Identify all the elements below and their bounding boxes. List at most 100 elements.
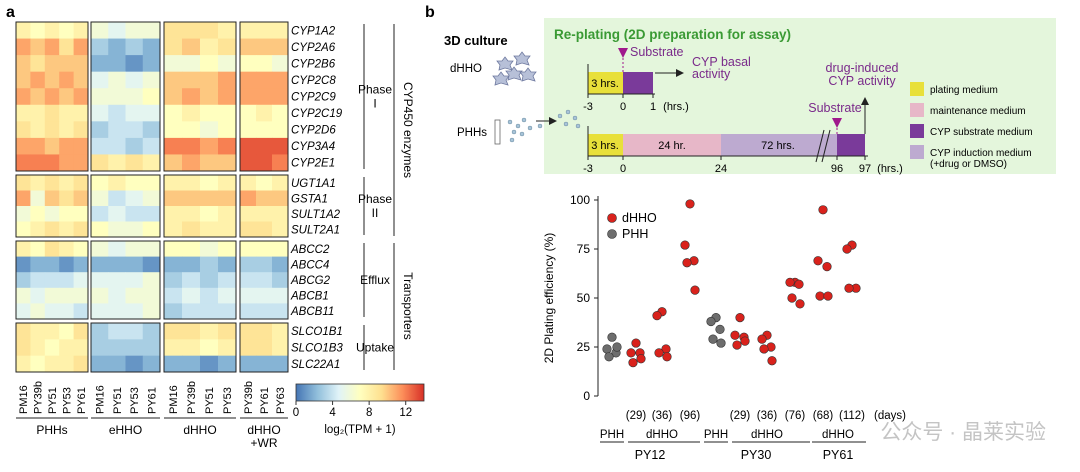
- heatmap-cell: [164, 303, 183, 320]
- heatmap-column-labels: PM16 PY39b PY51 PY53 PY61 PM16 PY51 PY53 PY61 PM1…: [18, 381, 287, 414]
- heatmap-cell: [256, 323, 273, 340]
- gene-label: CYP2D6: [291, 125, 336, 137]
- heatmap-cell: [73, 71, 89, 89]
- heatmap-cell: [272, 154, 289, 172]
- heatmap-cell: [272, 303, 289, 320]
- heatmap-cell: [142, 241, 161, 257]
- heatmap-cell: [73, 221, 89, 238]
- heatmap-cell: [16, 355, 31, 373]
- heatmap-cell: [240, 137, 257, 155]
- heatmap-cell: [218, 190, 237, 207]
- heatmap-cell: [142, 190, 161, 207]
- heatmap-cell: [200, 241, 219, 257]
- heatmap-cell: [256, 287, 273, 304]
- y-tick-label: 0: [583, 389, 590, 403]
- heatmap-cell: [91, 287, 109, 304]
- heatmap-cell: [240, 104, 257, 122]
- heatmap-cell: [91, 55, 109, 73]
- panel-a-label: a: [6, 4, 15, 21]
- heatmap-cell: [44, 55, 60, 73]
- heatmap-cell: [240, 154, 257, 172]
- heatmap-cell: [272, 71, 289, 89]
- heatmap-cell: [240, 272, 257, 289]
- heatmap-cell: [164, 175, 183, 191]
- heatmap-cell: [59, 339, 74, 357]
- heatmap-cell: [256, 55, 273, 73]
- heatmap-cell: [59, 38, 74, 56]
- heatmap-cell: [218, 22, 237, 39]
- heatmap-cell: [164, 38, 183, 56]
- data-point: [612, 342, 622, 352]
- heatmap-cell: [218, 303, 237, 320]
- days-label: (68): [813, 410, 834, 422]
- legend-label: CYP induction medium (+drug or DMSO): [930, 148, 1032, 170]
- heatmap-cell: [164, 206, 183, 222]
- title-replating: Re-plating (2D preparation for assay): [554, 27, 791, 42]
- heatmap-cell: [108, 303, 126, 320]
- timeline1-box-label: 3 hrs.: [591, 78, 619, 90]
- heatmap-cell: [16, 287, 31, 304]
- heatmap-cell: [108, 272, 126, 289]
- legend-swatch: [910, 103, 924, 117]
- data-point: [682, 258, 692, 268]
- column-label: PY61: [146, 387, 158, 414]
- days-label: (36): [757, 410, 778, 422]
- heatmap-cell: [44, 104, 60, 122]
- heatmap: [15, 21, 289, 373]
- heatmap-cell: [256, 272, 273, 289]
- heatmap-cell: [30, 323, 46, 340]
- heatmap-cell: [272, 88, 289, 106]
- heatmap-cell: [108, 256, 126, 273]
- heatmap-cell: [73, 241, 89, 257]
- heatmap-cell: [16, 206, 31, 222]
- heatmap-cell: [59, 154, 74, 172]
- heatmap-cell: [142, 355, 161, 373]
- group-sublabel: PHH: [704, 429, 728, 441]
- heatmap-block: [15, 240, 89, 320]
- assay-schematic: 3D culture Re-plating (2D preparation for…: [444, 18, 1056, 175]
- heatmap-cell: [182, 55, 201, 73]
- heatmap-cell: [73, 137, 89, 155]
- column-label: PY61: [259, 387, 271, 414]
- heatmap-cell: [182, 22, 201, 39]
- heatmap-cell: [164, 287, 183, 304]
- data-point: [708, 334, 718, 344]
- heatmap-cell: [240, 303, 257, 320]
- data-point: [815, 291, 825, 301]
- group-label: eHHO: [109, 423, 142, 437]
- y-tick-label: 50: [577, 291, 591, 305]
- timeline2-box-label: 72 hrs.: [761, 140, 795, 152]
- heatmap-cell: [182, 71, 201, 89]
- heatmap-cell: [182, 104, 201, 122]
- gene-label: UGT1A1: [291, 178, 336, 190]
- heatmap-cell: [108, 287, 126, 304]
- heatmap-cell: [91, 206, 109, 222]
- subgroup-label: Phase I: [358, 83, 392, 111]
- heatmap-block: [239, 174, 289, 238]
- heatmap-cell: [91, 323, 109, 340]
- heatmap-cell: [16, 221, 31, 238]
- heatmap-cell: [240, 287, 257, 304]
- heatmap-cell: [73, 38, 89, 56]
- days-label: (76): [785, 410, 806, 422]
- heatmap-cell: [30, 154, 46, 172]
- heatmap-cell: [73, 206, 89, 222]
- heatmap-cell: [30, 137, 46, 155]
- gene-label: CYP3A4: [291, 141, 335, 153]
- heatmap-cell: [240, 55, 257, 73]
- heatmap-cell: [200, 22, 219, 39]
- heatmap-cell: [59, 323, 74, 340]
- heatmap-cell: [30, 22, 46, 39]
- colorbar-gradient: [295, 383, 425, 402]
- heatmap-cell: [91, 241, 109, 257]
- heatmap-cell: [59, 22, 74, 39]
- heatmap-cell: [164, 88, 183, 106]
- heatmap-cell: [218, 221, 237, 238]
- heatmap-cell: [142, 137, 161, 155]
- heatmap-cell: [256, 256, 273, 273]
- group-label: dHHO +WR: [247, 423, 280, 450]
- heatmap-cell: [125, 339, 144, 357]
- colorbar-label: log₂(TPM + 1): [324, 424, 395, 436]
- heatmap-cell: [73, 190, 89, 207]
- heatmap-cell: [108, 175, 126, 191]
